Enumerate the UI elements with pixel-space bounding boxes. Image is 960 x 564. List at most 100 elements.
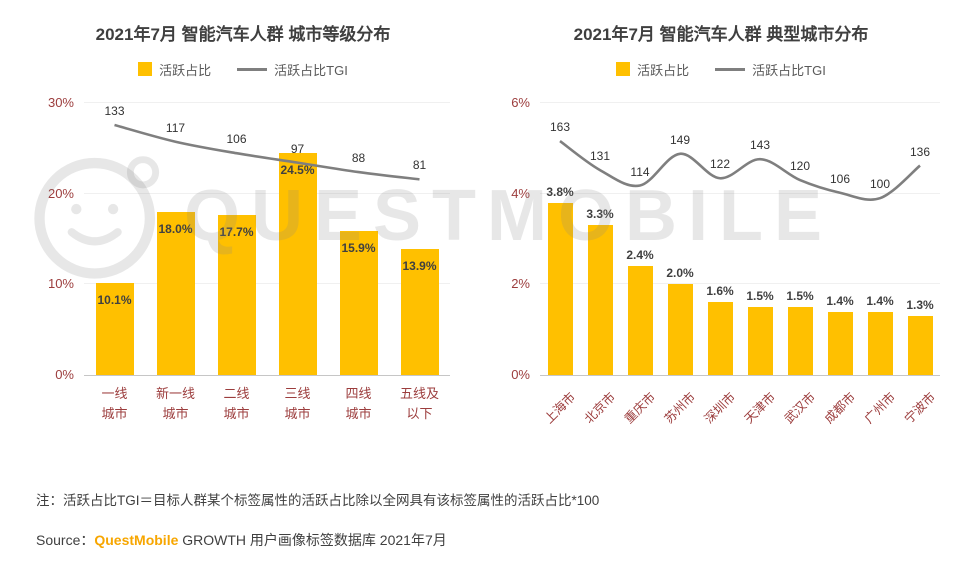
bar: [747, 307, 773, 375]
source-prefix: Source：: [36, 532, 95, 548]
line-legend-swatch: [715, 67, 746, 71]
city-tier-plot: 0% 10% 20% 30% 10.1% 18.0% 17.7% 24.5% 15.9% 13.9…: [48, 95, 450, 421]
gridline: [540, 283, 940, 285]
plot-area: 0% 2% 4% 6% 3.8% 3.3% 2.4% 2.0% 1.6% 1.5% 1.5% 1.4%…: [498, 95, 944, 426]
bar: [156, 211, 195, 375]
chart-typical-city-distribution: 2021年7月 智能汽车人群 典型城市分布 活跃占比 活跃占比TGI 0% 2% 4…: [498, 14, 944, 426]
legend-item-bar: 活跃占比: [616, 60, 689, 79]
legend-label-active-share: 活跃占比: [637, 62, 690, 78]
y-axis-tick-label: 30%: [47, 95, 74, 110]
source-suffix: GROWTH 用户画像标签数据库 2021年7月: [178, 532, 447, 548]
gridline: [540, 102, 940, 103]
x-axis-label: 重庆市: [622, 389, 659, 427]
bar-value-label: 1.4%: [826, 293, 854, 308]
bar-value-label: 1.5%: [786, 289, 814, 303]
x-axis-label: 四线 城市: [345, 386, 372, 422]
legend: 活跃占比 活跃占比TGI: [498, 60, 944, 79]
tgi-value-label: 88: [351, 151, 366, 166]
legend: 活跃占比 活跃占比TGI: [26, 60, 460, 79]
x-axis-label: 成都市: [822, 389, 859, 427]
bar-value-label: 1.3%: [906, 298, 934, 313]
tgi-value-label: 120: [789, 159, 811, 174]
bar: [787, 307, 813, 375]
bar-value-label: 13.9%: [402, 258, 437, 273]
gridline: [84, 283, 450, 285]
tgi-value-label: 117: [165, 120, 186, 135]
tgi-value-label: 163: [549, 120, 571, 135]
tgi-value-label: 136: [909, 144, 931, 159]
x-axis-label: 二线 城市: [223, 386, 250, 422]
x-axis-label: 三线 城市: [284, 386, 311, 422]
bar-value-label: 18.0%: [158, 221, 193, 236]
source-line: Source：QuestMobile GROWTH 用户画像标签数据库 2021…: [36, 530, 447, 550]
x-axis-label: 深圳市: [702, 389, 739, 427]
legend-label-tgi: 活跃占比TGI: [274, 62, 348, 78]
tgi-value-label: 81: [412, 158, 427, 173]
typical-city-plot: 0% 2% 4% 6% 3.8% 3.3% 2.4% 2.0% 1.6% 1.5% 1.5% 1.4%…: [511, 95, 940, 426]
y-axis-tick-label: 10%: [47, 276, 74, 292]
y-axis-tick-label: 0%: [511, 367, 530, 382]
gridline: [84, 192, 450, 194]
bar: [547, 202, 573, 375]
x-axis-label: 广州市: [862, 389, 899, 427]
x-axis-label: 五线及 以下: [399, 386, 439, 422]
bar: [95, 283, 134, 375]
bar: [217, 214, 256, 375]
bar: [627, 266, 653, 375]
bar: [707, 302, 733, 375]
chart-title: 2021年7月 智能汽车人群 城市等级分布: [95, 25, 391, 44]
tgi-value-label: 133: [104, 103, 125, 118]
tgi-value-label: 122: [709, 157, 731, 172]
gridline: [84, 102, 450, 103]
bar-value-label: 3.8%: [546, 184, 574, 199]
y-axis-tick-label: 4%: [511, 185, 530, 201]
bar: [867, 311, 893, 375]
y-axis-tick-label: 2%: [511, 276, 530, 292]
y-axis-tick-label: 20%: [47, 185, 74, 201]
tgi-definition-note: 注：活跃占比TGI＝目标人群某个标签属性的活跃占比除以全网具有该标签属性的活跃占…: [36, 493, 600, 508]
bar-legend-swatch: [616, 62, 631, 76]
tgi-value-label: 131: [589, 149, 611, 164]
x-axis-label: 苏州市: [662, 389, 699, 427]
questmobile-brand: QuestMobile: [94, 532, 179, 548]
bar-value-label: 2.4%: [626, 248, 654, 263]
gridline: [540, 192, 940, 194]
line-legend-swatch: [237, 67, 268, 71]
x-axis-label: 北京市: [582, 389, 619, 427]
tgi-value-label: 106: [829, 171, 851, 186]
bar: [667, 284, 693, 375]
chart-title: 2021年7月 智能汽车人群 典型城市分布: [573, 25, 869, 44]
tgi-value-label: 97: [290, 141, 305, 156]
bar-value-label: 1.4%: [866, 293, 894, 308]
legend-item-bar: 活跃占比: [138, 60, 211, 79]
tgi-value-label: 114: [630, 164, 650, 179]
bar: [907, 316, 933, 375]
bar-value-label: 2.0%: [666, 266, 694, 281]
y-axis-tick-label: 6%: [511, 95, 530, 110]
bar-value-label: 3.3%: [586, 207, 614, 222]
bar: [339, 230, 378, 375]
bar-value-label: 1.5%: [746, 289, 774, 303]
chart-city-tier-distribution: 2021年7月 智能汽车人群 城市等级分布 活跃占比 活跃占比TGI 0% 10%…: [26, 14, 460, 421]
bar: [587, 225, 613, 375]
y-axis-tick-label: 0%: [55, 367, 74, 382]
legend-label-tgi: 活跃占比TGI: [752, 62, 826, 78]
x-axis-label: 天津市: [742, 389, 779, 427]
legend-label-active-share: 活跃占比: [159, 62, 212, 78]
x-axis-label: 宁波市: [902, 389, 939, 427]
bar-value-label: 10.1%: [97, 293, 132, 308]
bar: [827, 311, 853, 375]
tgi-value-label: 106: [226, 132, 247, 147]
x-axis-label: 一线 城市: [101, 386, 128, 422]
legend-item-line: 活跃占比TGI: [237, 60, 348, 79]
x-axis-label: 武汉市: [782, 389, 819, 427]
bar-value-label: 1.6%: [706, 284, 734, 299]
bar-value-label: 15.9%: [341, 240, 376, 255]
x-axis-label: 上海市: [542, 389, 579, 427]
bar: [278, 152, 317, 375]
tgi-value-label: 143: [749, 138, 771, 153]
tgi-value-label: 100: [869, 177, 891, 192]
x-axis-label: 新一线 城市: [155, 386, 195, 422]
bar: [400, 248, 439, 375]
